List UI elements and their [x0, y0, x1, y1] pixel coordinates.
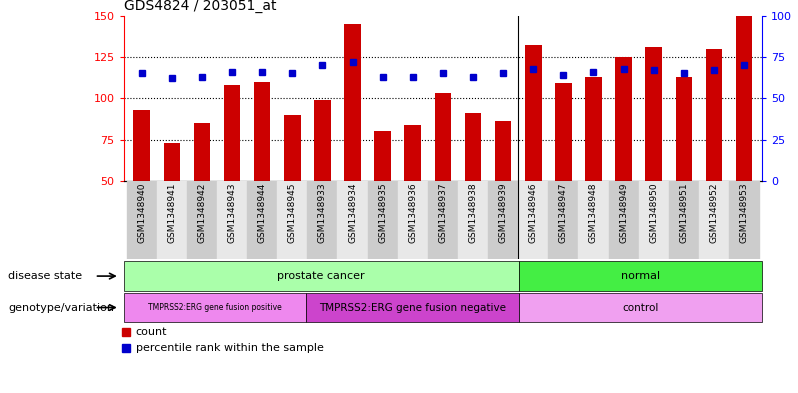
Bar: [519, 293, 762, 322]
Text: GSM1348936: GSM1348936: [409, 182, 417, 243]
Bar: [124, 261, 519, 291]
Bar: [428, 181, 458, 259]
Bar: [646, 47, 662, 181]
Text: GSM1348940: GSM1348940: [137, 182, 146, 243]
Bar: [217, 181, 247, 259]
Bar: [194, 123, 210, 181]
Text: GSM1348944: GSM1348944: [258, 182, 267, 243]
Text: GSM1348947: GSM1348947: [559, 182, 568, 243]
Text: GSM1348938: GSM1348938: [468, 182, 477, 243]
Bar: [676, 77, 692, 181]
Text: control: control: [622, 303, 658, 312]
Text: GSM1348933: GSM1348933: [318, 182, 327, 243]
Bar: [548, 181, 579, 259]
Text: GSM1348934: GSM1348934: [348, 182, 357, 243]
Bar: [464, 113, 481, 181]
Bar: [397, 181, 428, 259]
Bar: [306, 293, 519, 322]
Bar: [525, 46, 542, 181]
Bar: [435, 93, 451, 181]
Text: GSM1348948: GSM1348948: [589, 182, 598, 243]
Bar: [555, 83, 571, 181]
Bar: [223, 85, 240, 181]
Bar: [518, 181, 548, 259]
Bar: [705, 49, 722, 181]
Bar: [254, 82, 271, 181]
Text: GSM1348942: GSM1348942: [197, 182, 207, 243]
Bar: [157, 181, 187, 259]
Bar: [405, 125, 421, 181]
Bar: [374, 131, 391, 181]
Bar: [164, 143, 180, 181]
Text: TMPRSS2:ERG gene fusion negative: TMPRSS2:ERG gene fusion negative: [319, 303, 506, 312]
Bar: [344, 24, 361, 181]
Bar: [488, 181, 518, 259]
Text: GSM1348945: GSM1348945: [288, 182, 297, 243]
Bar: [585, 77, 602, 181]
Bar: [277, 181, 307, 259]
Bar: [458, 181, 488, 259]
Text: GSM1348949: GSM1348949: [619, 182, 628, 243]
Text: GSM1348943: GSM1348943: [227, 182, 236, 243]
Bar: [638, 181, 669, 259]
Text: GSM1348939: GSM1348939: [499, 182, 508, 243]
Bar: [669, 181, 699, 259]
Bar: [615, 57, 632, 181]
Bar: [284, 115, 301, 181]
Bar: [338, 181, 368, 259]
Bar: [609, 181, 638, 259]
Bar: [729, 181, 759, 259]
Text: GSM1348953: GSM1348953: [740, 182, 749, 243]
Text: disease state: disease state: [8, 271, 82, 281]
Bar: [307, 181, 338, 259]
Text: GSM1348941: GSM1348941: [168, 182, 176, 243]
Bar: [699, 181, 729, 259]
Bar: [127, 181, 157, 259]
Bar: [368, 181, 397, 259]
Bar: [187, 181, 217, 259]
Text: GSM1348937: GSM1348937: [438, 182, 448, 243]
Text: GDS4824 / 203051_at: GDS4824 / 203051_at: [124, 0, 276, 13]
Text: percentile rank within the sample: percentile rank within the sample: [136, 343, 323, 353]
Text: count: count: [136, 327, 167, 337]
Text: GSM1348950: GSM1348950: [650, 182, 658, 243]
Text: GSM1348946: GSM1348946: [529, 182, 538, 243]
Text: GSM1348935: GSM1348935: [378, 182, 387, 243]
Bar: [736, 16, 753, 181]
Bar: [519, 261, 762, 291]
Bar: [495, 121, 512, 181]
Bar: [314, 100, 330, 181]
Bar: [247, 181, 277, 259]
Text: normal: normal: [621, 271, 660, 281]
Bar: [124, 293, 306, 322]
Text: TMPRSS2:ERG gene fusion positive: TMPRSS2:ERG gene fusion positive: [148, 303, 282, 312]
Text: prostate cancer: prostate cancer: [278, 271, 365, 281]
Bar: [133, 110, 150, 181]
Text: GSM1348951: GSM1348951: [679, 182, 689, 243]
Bar: [579, 181, 609, 259]
Text: GSM1348952: GSM1348952: [709, 182, 718, 243]
Text: genotype/variation: genotype/variation: [8, 303, 114, 312]
